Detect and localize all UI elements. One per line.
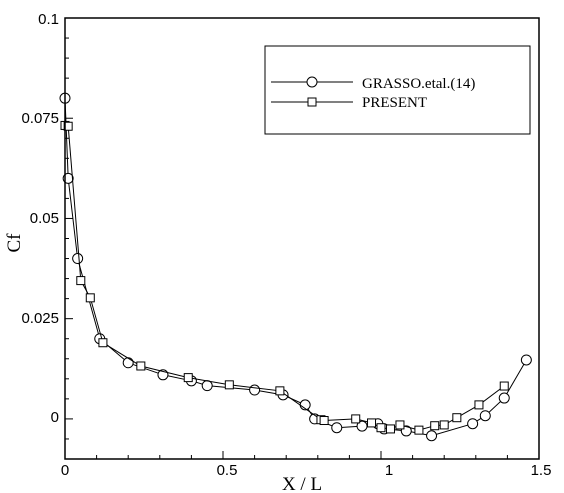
y-tick-label-1: 0.025	[21, 310, 59, 327]
legend: GRASSO.etal.(14) PRESENT	[264, 45, 531, 135]
data-point-present-13	[376, 423, 386, 433]
data-point-present-3	[85, 293, 95, 303]
data-point-present-17	[430, 421, 440, 431]
y-tick-label-0: 0	[51, 409, 59, 426]
data-point-present-2	[76, 276, 86, 286]
data-point-grasso-21	[520, 354, 532, 366]
plot-frame	[64, 17, 540, 460]
y-axis-title: Cf	[4, 233, 25, 253]
data-point-present-20	[474, 400, 484, 410]
data-point-present-21	[499, 381, 509, 391]
x-tick-label-3: 1.5	[531, 462, 552, 479]
y-tick-label-3: 0.075	[21, 110, 59, 127]
data-point-grasso-17	[426, 430, 438, 442]
x-axis-title: X / L	[282, 474, 322, 493]
data-point-present-6	[183, 373, 193, 383]
data-point-present-11	[351, 414, 361, 424]
data-point-present-7	[224, 380, 234, 390]
series-line-grasso	[64, 98, 527, 437]
data-point-present-18	[439, 420, 449, 430]
data-point-present-12	[367, 418, 377, 428]
series-layer	[59, 92, 532, 442]
legend-marker-present	[307, 97, 317, 107]
data-point-grasso-19	[479, 410, 491, 422]
data-point-present-1	[63, 121, 73, 131]
data-point-present-16	[414, 425, 424, 435]
data-point-present-15	[395, 420, 405, 430]
data-point-grasso-18	[467, 418, 479, 430]
x-tick-label-2: 1	[385, 462, 393, 479]
y-tick-label-4: 0.1	[38, 11, 59, 28]
legend-box	[264, 45, 531, 135]
series-line-present	[64, 124, 505, 431]
data-point-grasso-8	[249, 384, 261, 396]
data-point-grasso-4	[122, 357, 134, 369]
data-point-present-5	[136, 361, 146, 371]
data-point-grasso-7	[201, 380, 213, 392]
data-point-grasso-12	[331, 422, 343, 434]
data-point-present-8	[275, 386, 285, 396]
legend-label-present: PRESENT	[362, 95, 427, 111]
data-point-grasso-20	[498, 392, 510, 404]
y-tick-label-2: 0.05	[30, 210, 59, 227]
data-point-present-4	[98, 338, 108, 348]
legend-marker-grasso	[306, 76, 318, 88]
legend-label-grasso: GRASSO.etal.(14)	[362, 76, 475, 92]
data-point-present-19	[452, 413, 462, 423]
x-tick-label-0: 0	[61, 462, 69, 479]
data-point-grasso-2	[72, 253, 84, 265]
data-point-present-14	[385, 424, 395, 434]
x-tick-label-1: 0.5	[217, 462, 238, 479]
data-point-present-10	[319, 416, 329, 426]
